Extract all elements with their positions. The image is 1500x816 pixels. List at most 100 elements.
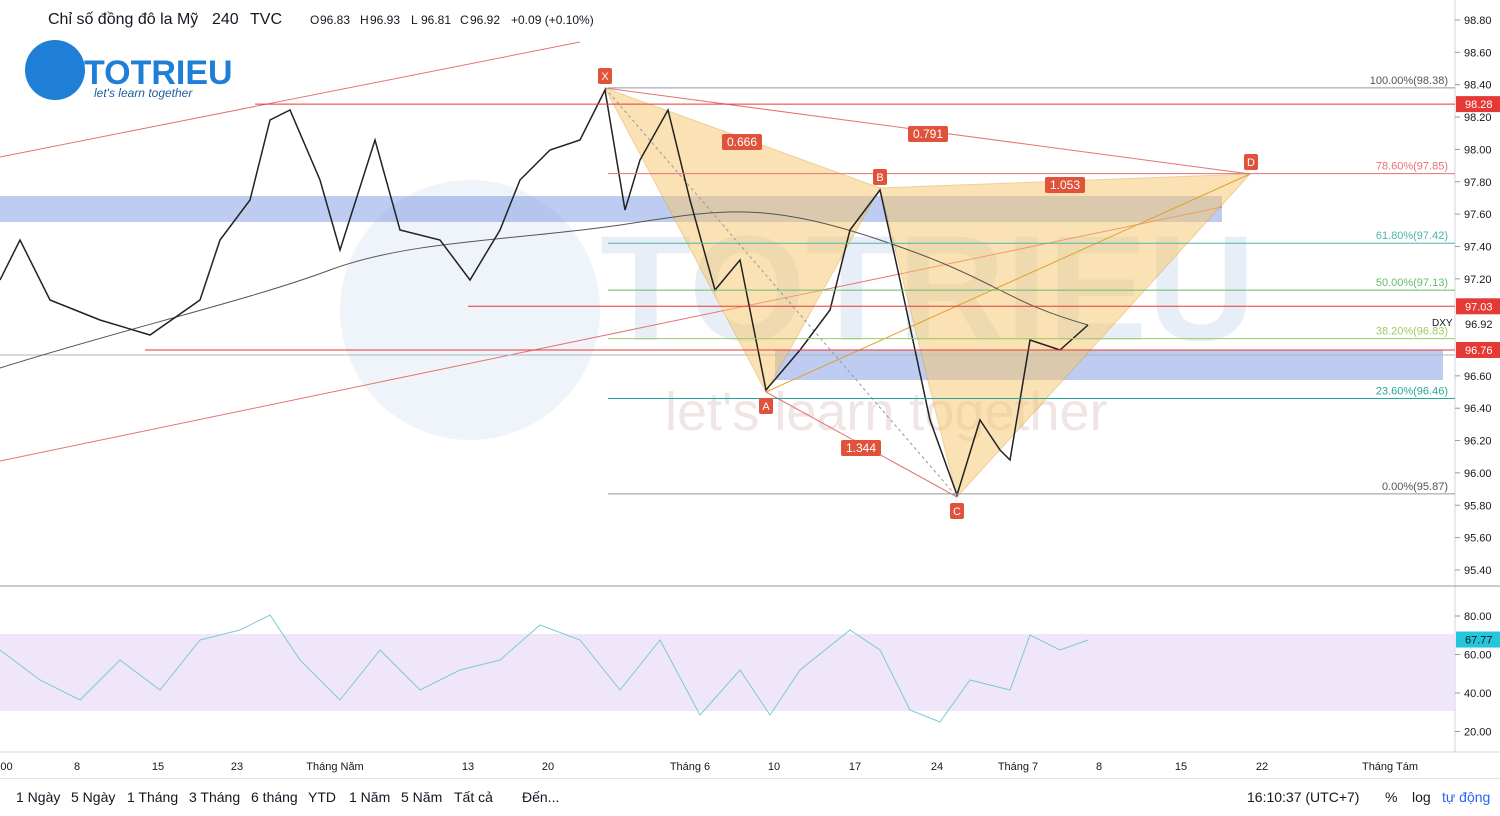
- time-label: 17: [849, 761, 861, 773]
- symbol-tag: DXY: [1432, 318, 1453, 329]
- price-tick-label: 98.40: [1464, 80, 1492, 92]
- price-series: [0, 87, 1089, 498]
- fib-label: 50.00%(97.13): [1376, 277, 1448, 289]
- rsi-tick-label: 80.00: [1464, 611, 1492, 623]
- ratio-bg: [908, 126, 948, 142]
- ohlc-value: 96.83: [320, 13, 350, 27]
- symbol-title: Chỉ số đồng đô la Mỹ: [48, 11, 198, 28]
- rsi-line: [0, 614, 1089, 723]
- price-label: 96.76: [1465, 345, 1493, 357]
- clock[interactable]: 16:10:37 (UTC+7): [1247, 789, 1360, 805]
- ohlc-key: L: [411, 13, 418, 27]
- log-toggle[interactable]: log: [1412, 789, 1431, 805]
- ohlc-value: 96.93: [370, 13, 400, 27]
- time-label: 13: [462, 761, 474, 773]
- range-button[interactable]: 3 Tháng: [189, 789, 241, 805]
- interval: 240: [212, 11, 239, 28]
- time-label: 8: [1096, 761, 1102, 773]
- price-label-bg: [1456, 341, 1500, 358]
- logo-tagline: let's learn together: [94, 86, 193, 100]
- pattern-point: D: [1247, 157, 1255, 169]
- time-label: Tháng Tám: [1362, 761, 1418, 773]
- goto-button[interactable]: Đến...: [522, 789, 560, 805]
- fib-label: 38.20%(96.83): [1376, 326, 1448, 338]
- time-label: 22: [1256, 761, 1268, 773]
- time-label: 15: [1175, 761, 1187, 773]
- logo-icon: [25, 40, 85, 100]
- fib-label: 0.00%(95.87): [1382, 481, 1448, 493]
- rsi-tick-label: 20.00: [1464, 727, 1492, 739]
- range-button[interactable]: 6 tháng: [251, 789, 298, 805]
- time-label: 20: [542, 761, 554, 773]
- price-tick-label: 98.60: [1464, 47, 1492, 59]
- percent-toggle[interactable]: %: [1385, 789, 1398, 805]
- fib-label: 100.00%(98.38): [1370, 75, 1448, 87]
- ohlc-key: C: [460, 13, 469, 27]
- time-label: 15: [152, 761, 164, 773]
- range-button[interactable]: 1 Năm: [349, 789, 391, 805]
- time-label: 8: [74, 761, 80, 773]
- price-tick-label: 95.60: [1464, 533, 1492, 545]
- price-tick-label: 95.80: [1464, 500, 1492, 512]
- price-tick-label: 97.80: [1464, 177, 1492, 189]
- rsi-current: 67.77: [1465, 635, 1493, 647]
- pattern-point: X: [601, 71, 609, 83]
- time-label: :00: [0, 761, 13, 773]
- chart-area: TOTRIEU let's learn together TOTRIEU let…: [0, 0, 1500, 773]
- fib-label: 61.80%(97.42): [1376, 230, 1448, 242]
- time-label: 10: [768, 761, 780, 773]
- ohlc-key: O: [310, 13, 319, 27]
- price-tick-label: 95.40: [1464, 565, 1492, 577]
- time-label: Tháng Năm: [306, 761, 363, 773]
- rsi-band: [0, 634, 1455, 711]
- range-button[interactable]: 5 Ngày: [71, 789, 116, 805]
- logo-name: TOTRIEU: [84, 54, 233, 92]
- time-label: Tháng 6: [670, 761, 710, 773]
- ratio-bg: [1045, 177, 1085, 193]
- price-label: 98.28: [1465, 99, 1493, 111]
- time-label: Tháng 7: [998, 761, 1038, 773]
- range-button[interactable]: Tất cả: [454, 789, 493, 805]
- pattern-line: [765, 173, 1251, 393]
- price-tick-label: 96.60: [1464, 371, 1492, 383]
- pattern-point-bg: [759, 398, 773, 414]
- exchange: TVC: [250, 11, 282, 28]
- range-button[interactable]: 1 Ngày: [16, 789, 61, 805]
- price-label-bg: [1456, 298, 1500, 315]
- last-price: 96.92: [1465, 319, 1493, 331]
- time-label: 23: [231, 761, 243, 773]
- moving-average: [0, 211, 1089, 369]
- price-tick-label: 98.00: [1464, 144, 1492, 156]
- pattern-point-bg: [950, 503, 964, 519]
- fib-label: 23.60%(96.46): [1376, 385, 1448, 397]
- rsi-tick-label: 60.00: [1464, 650, 1492, 662]
- rsi-current-bg: [1456, 631, 1500, 648]
- pattern-point-bg: [598, 68, 612, 84]
- ohlc-value: 96.81: [421, 13, 451, 27]
- ratio-label: 0.791: [913, 127, 943, 141]
- range-button[interactable]: 1 Tháng: [127, 789, 179, 805]
- range-button[interactable]: YTD: [308, 789, 336, 805]
- pattern-point: C: [953, 506, 961, 518]
- price-tick-label: 97.20: [1464, 274, 1492, 286]
- trend-line: [0, 41, 581, 158]
- price-label-bg: [1456, 96, 1500, 113]
- price-label: 97.03: [1465, 301, 1493, 313]
- ratio-label: 1.344: [846, 441, 876, 455]
- change: +0.09 (+0.10%): [511, 13, 594, 27]
- pattern-point: B: [876, 172, 883, 184]
- ohlc-key: H: [360, 13, 369, 27]
- ratio-label: 1.053: [1050, 178, 1080, 192]
- logo: TOTRIEU let's learn together: [25, 40, 233, 100]
- price-tick-label: 96.20: [1464, 436, 1492, 448]
- auto-toggle[interactable]: tự động: [1442, 789, 1491, 805]
- ratio-bg: [722, 134, 762, 150]
- bottom-toolbar: 1 Ngày 5 Ngày 1 Tháng 3 Tháng 6 tháng YTD 1 Nă…: [0, 778, 1500, 816]
- rsi-tick-label: 40.00: [1464, 688, 1492, 700]
- price-tick-label: 98.20: [1464, 112, 1492, 124]
- ohlc-value: 96.92: [470, 13, 500, 27]
- time-label: 24: [931, 761, 943, 773]
- range-button[interactable]: 5 Năm: [401, 789, 443, 805]
- price-tick-label: 97.40: [1464, 241, 1492, 253]
